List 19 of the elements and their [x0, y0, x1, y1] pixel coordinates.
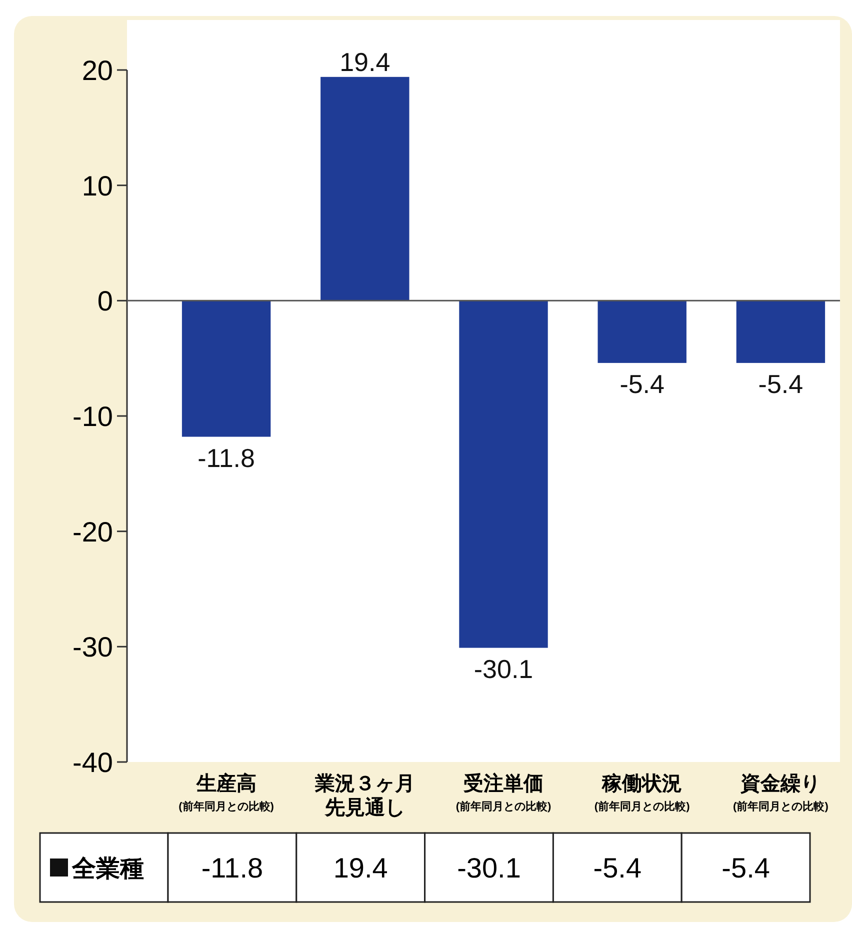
y-tick-label: 10 — [82, 170, 113, 202]
y-tick-label: 0 — [97, 286, 113, 317]
text: 19.4 — [340, 46, 390, 77]
data-label: -11.8 — [201, 852, 264, 884]
data-label: -5.4 — [593, 852, 642, 884]
text: -11.8 — [198, 442, 255, 473]
y-tick-label: -30 — [72, 632, 113, 663]
text: -5.4 — [758, 368, 804, 399]
y-tick-label: 20 — [82, 55, 113, 86]
data-label: 19.4 — [333, 852, 388, 884]
text: -5.4 — [620, 368, 665, 399]
y-tick-label: -40 — [72, 747, 113, 778]
text: 全業種 — [72, 856, 144, 882]
x-tick-label: 業況３ヶ月先見通し — [314, 773, 415, 819]
y-tick-label: -20 — [72, 516, 113, 548]
data-label: -30.1 — [457, 852, 521, 884]
y-tick-label: -10 — [72, 401, 113, 432]
data-label: -5.4 — [722, 852, 770, 884]
text: -30.1 — [474, 654, 534, 684]
